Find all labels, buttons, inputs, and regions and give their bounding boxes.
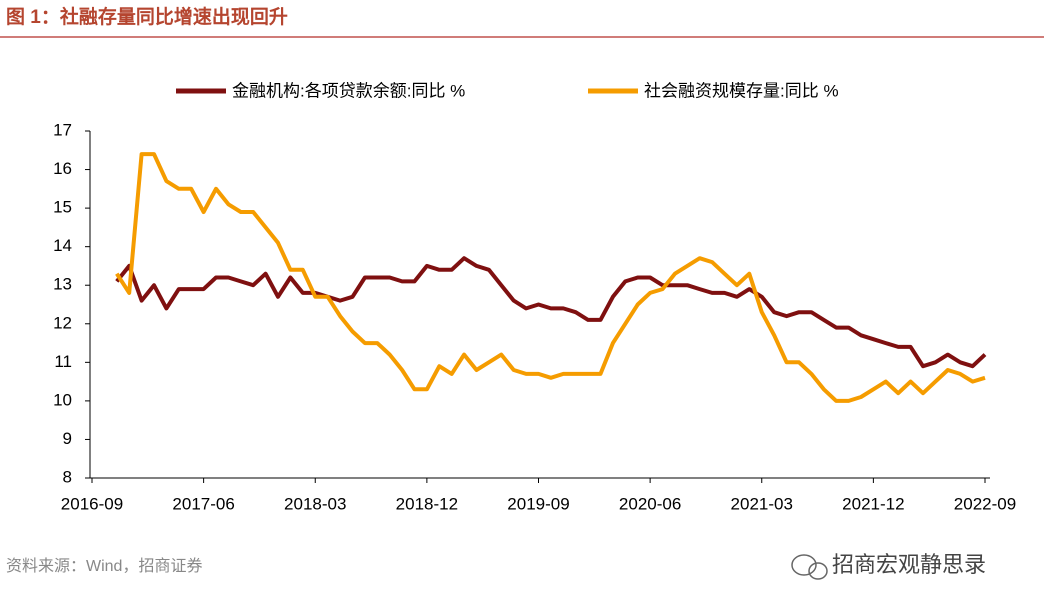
y-tick-label: 10 (53, 390, 72, 409)
x-tick-label: 2018-12 (396, 494, 458, 513)
x-tick-label: 2021-12 (842, 494, 904, 513)
x-tick-label: 2020-06 (619, 494, 681, 513)
series-line (115, 256, 987, 369)
legend-label: 金融机构:各项贷款余额:同比 % (232, 81, 465, 100)
legend-label: 社会融资规模存量:同比 % (644, 81, 839, 100)
y-tick-label: 8 (63, 467, 72, 486)
source: 资料来源：Wind，招商证券 (6, 557, 202, 575)
y-tick-label: 11 (54, 352, 72, 371)
chart-title: 图 1：社融存量同比增速出现回升 (6, 5, 288, 28)
y-tick-label: 9 (63, 429, 72, 448)
series-line (115, 152, 986, 403)
y-tick-label: 14 (53, 236, 72, 255)
x-tick-label: 2021-03 (731, 494, 793, 513)
x-tick-label: 2019-09 (507, 494, 569, 513)
y-tick-label: 15 (53, 198, 72, 217)
watermark-icon (791, 554, 828, 580)
x-tick-label: 2018-03 (284, 494, 346, 513)
y-tick-label: 17 (53, 120, 72, 139)
x-tick-label: 2016-09 (61, 494, 123, 513)
x-tick-label: 2022-09 (954, 494, 1016, 513)
watermark: 招商宏观静思录 (832, 552, 986, 577)
y-tick-label: 12 (53, 313, 72, 332)
y-tick-label: 16 (53, 159, 72, 178)
x-tick-label: 2017-06 (172, 494, 234, 513)
y-tick-label: 13 (53, 275, 72, 294)
